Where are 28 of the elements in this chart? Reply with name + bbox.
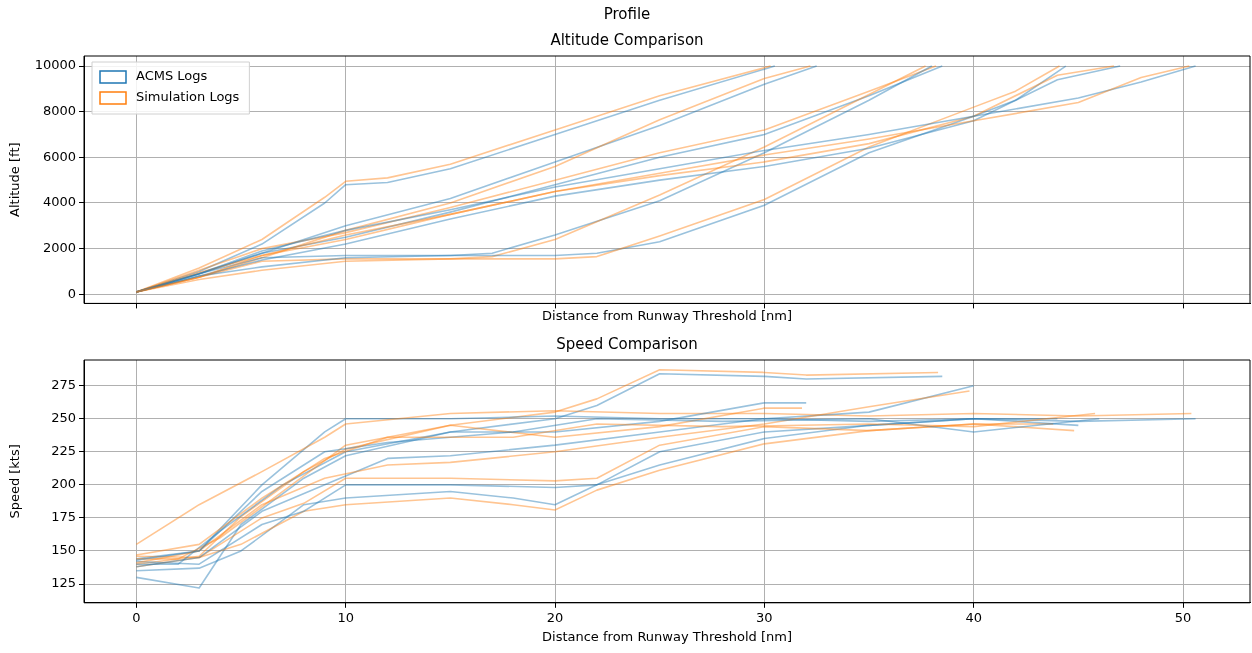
legend-label: ACMS Logs [136, 68, 208, 84]
y-tick-label: 6000 [42, 148, 76, 164]
x-axis-title: Distance from Runway Threshold [nm] [542, 628, 792, 644]
y-tick-label: 0 [67, 285, 76, 301]
x-tick-label: 40 [965, 609, 982, 625]
y-axis-title: Speed [kts] [7, 444, 23, 519]
x-tick-label: 0 [132, 609, 141, 625]
y-tick-label: 250 [51, 410, 76, 426]
y-tick-label: 8000 [42, 103, 76, 119]
x-tick-label: 20 [546, 609, 564, 625]
y-tick-label: 175 [51, 509, 76, 525]
y-tick-label: 200 [51, 476, 76, 492]
x-tick-label: 30 [756, 609, 773, 625]
chart-subtitle: Speed Comparison [556, 334, 698, 353]
y-axis-title: Altitude [ft] [7, 142, 23, 217]
y-tick-label: 150 [51, 542, 76, 558]
legend-label: Simulation Logs [136, 89, 240, 105]
x-tick-label: 10 [337, 609, 354, 625]
x-tick-label: 50 [1174, 609, 1192, 625]
y-tick-label: 225 [51, 443, 76, 459]
y-tick-label: 10000 [34, 57, 76, 73]
y-tick-label: 2000 [42, 240, 76, 255]
y-tick-label: 275 [51, 377, 76, 393]
y-tick-label: 125 [51, 575, 76, 591]
x-axis-title: Distance from Runway Threshold [nm] [542, 307, 792, 323]
chart-subtitle: Altitude Comparison [550, 30, 704, 49]
chart-title: Profile [603, 4, 651, 23]
y-tick-label: 4000 [42, 194, 76, 210]
